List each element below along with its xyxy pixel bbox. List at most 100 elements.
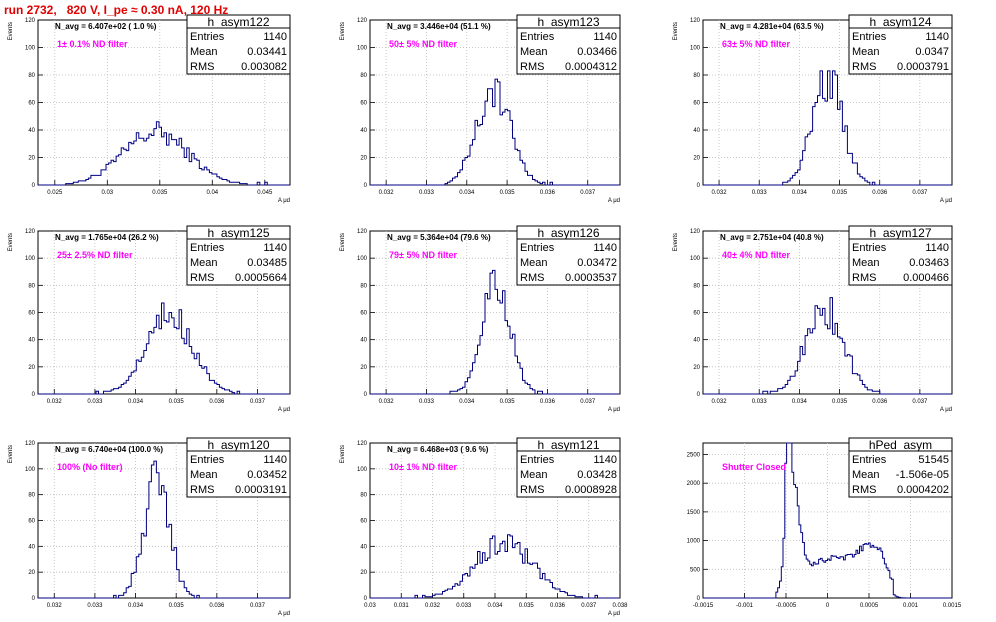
stat-label: Mean	[520, 46, 548, 58]
y-tick-label: 120	[690, 229, 701, 235]
x-tick-label: 0.033	[752, 399, 768, 405]
x-tick-label: 0.001	[903, 603, 919, 609]
x-tick-label: 0.0005	[860, 603, 879, 609]
stat-value: 1140	[925, 242, 949, 254]
y-axis-label: Events	[340, 22, 346, 40]
stat-value: 1140	[593, 242, 617, 254]
x-tick-label: 0.034	[128, 399, 144, 405]
stat-value: 0.03441	[247, 46, 287, 58]
filter-label: 100% (No filter)	[57, 462, 123, 472]
stats-body-box	[848, 238, 953, 286]
stat-value: 1140	[263, 31, 287, 43]
stat-value: 0.0004202	[897, 484, 949, 496]
x-tick-label: 0.032	[379, 399, 395, 405]
y-tick-label: 120	[25, 229, 36, 235]
y-tick-label: 40	[28, 338, 35, 344]
y-tick-label: 20	[693, 365, 700, 371]
y-tick-label: 1000	[687, 539, 701, 545]
histogram-name: h_asym126	[537, 226, 599, 240]
stat-value: 0.0005664	[235, 272, 287, 284]
y-tick-label: 100	[25, 46, 36, 52]
y-tick-label: 100	[25, 256, 36, 262]
stat-value: 0.0008928	[565, 484, 617, 496]
y-tick-label: 120	[357, 441, 368, 447]
x-tick-label: 0.033	[752, 190, 768, 196]
histogram-name: h_asym122	[207, 15, 269, 29]
y-tick-label: 0	[364, 183, 368, 189]
histogram-panel-h_asym127: 0 20 40 60 80 100 120 0.032 0.033 0.034 0.035 0.036…	[673, 225, 953, 413]
y-tick-label: 80	[28, 493, 35, 499]
stat-value: 0.03428	[577, 469, 617, 481]
stat-label: Entries	[520, 31, 555, 43]
stat-value: 51545	[918, 454, 949, 466]
stats-body-box	[848, 450, 953, 498]
histogram-name: h_asym121	[537, 438, 599, 452]
stat-value: 0.03466	[577, 46, 617, 58]
stats-body-box	[848, 27, 953, 75]
y-tick-label: 20	[28, 570, 35, 576]
filter-label: 40± 4% ND filter	[722, 250, 790, 260]
histogram-panel-h_asym121: 0 20 40 60 80 100 120 0.03 0.031 0.032 0.033 0.034 0…	[340, 437, 628, 617]
stat-value: 0.03485	[247, 257, 287, 269]
stat-value: 1140	[593, 454, 617, 466]
stat-value: 1140	[593, 31, 617, 43]
x-axis-label: A μd	[608, 198, 620, 204]
histogram-name: hPed_asym	[869, 438, 932, 452]
stat-label: Entries	[190, 242, 225, 254]
stat-label: Mean	[520, 469, 548, 481]
y-tick-label: 60	[360, 519, 367, 525]
y-axis-label: Events	[673, 233, 679, 251]
y-tick-label: 80	[693, 73, 700, 79]
histogram-panel-h_asym120: 0 20 40 60 80 100 120 0.032 0.033 0.034 0.035 0.036…	[8, 437, 291, 617]
x-tick-label: 0.045	[257, 190, 273, 196]
y-tick-label: 60	[28, 311, 35, 317]
stats-box: h_asym127 Entries 1140 Mean 0.03463 RMS 0.0004…	[848, 225, 953, 286]
page-title: run 2732, 820 V, I_pe ≈ 0.30 nA, 120 Hz	[4, 3, 229, 17]
y-tick-label: 60	[360, 311, 367, 317]
y-tick-label: 60	[28, 519, 35, 525]
x-tick-label: 0.032	[712, 399, 728, 405]
x-tick-label: 0.037	[250, 399, 266, 405]
x-tick-label: 0.035	[169, 399, 185, 405]
y-tick-label: 120	[25, 441, 36, 447]
x-tick-label: 0.035	[500, 399, 516, 405]
y-tick-label: 100	[690, 256, 701, 262]
stat-value: 1140	[925, 31, 949, 43]
histogram-line	[38, 121, 290, 186]
y-tick-label: 20	[360, 570, 367, 576]
y-axis-label: Events	[8, 22, 14, 40]
x-axis-label: A μd	[278, 407, 290, 413]
filter-label: 63± 5% ND filter	[722, 39, 790, 49]
y-axis-label: Events	[8, 445, 14, 463]
x-tick-label: 0.03	[364, 603, 376, 609]
y-tick-label: 100	[357, 46, 368, 52]
x-tick-label: 0.033	[87, 603, 103, 609]
stats-box: hPed_asym Entries 51545 Mean -1.506e-05 RMS 0.…	[848, 437, 953, 498]
x-tick-label: 0.033	[419, 399, 435, 405]
y-tick-label: 0	[364, 596, 368, 602]
y-tick-label: 1500	[687, 510, 701, 516]
x-tick-label: -0.0015	[693, 603, 714, 609]
y-tick-label: 0	[364, 392, 368, 398]
y-tick-label: 40	[28, 128, 35, 134]
stat-label: Mean	[852, 46, 880, 58]
histogram-panel-h_asym125: 0 20 40 60 80 100 120 0.032 0.033 0.034 0.035 0.036…	[8, 225, 291, 413]
stat-label: Mean	[190, 46, 218, 58]
x-tick-label: 0.037	[580, 399, 596, 405]
y-tick-label: 40	[693, 128, 700, 134]
x-tick-label: 0.037	[912, 190, 928, 196]
stat-value: 0.03463	[909, 257, 949, 269]
x-tick-label: 0.032	[712, 190, 728, 196]
y-tick-label: 80	[360, 283, 367, 289]
stat-label: RMS	[520, 272, 544, 284]
x-tick-label: 0.036	[540, 190, 556, 196]
stats-body-box	[516, 238, 621, 286]
stat-value: 0.03472	[577, 257, 617, 269]
y-tick-label: 20	[360, 156, 367, 162]
histogram-panel-h_asym124: 0 20 40 60 80 100 120 0.032 0.033 0.034 0.035 0.036…	[673, 14, 953, 204]
x-tick-label: 0.033	[456, 603, 472, 609]
histogram-line	[38, 460, 290, 599]
histogram-name: h_asym124	[869, 15, 931, 29]
histogram-name: h_asym123	[537, 15, 599, 29]
